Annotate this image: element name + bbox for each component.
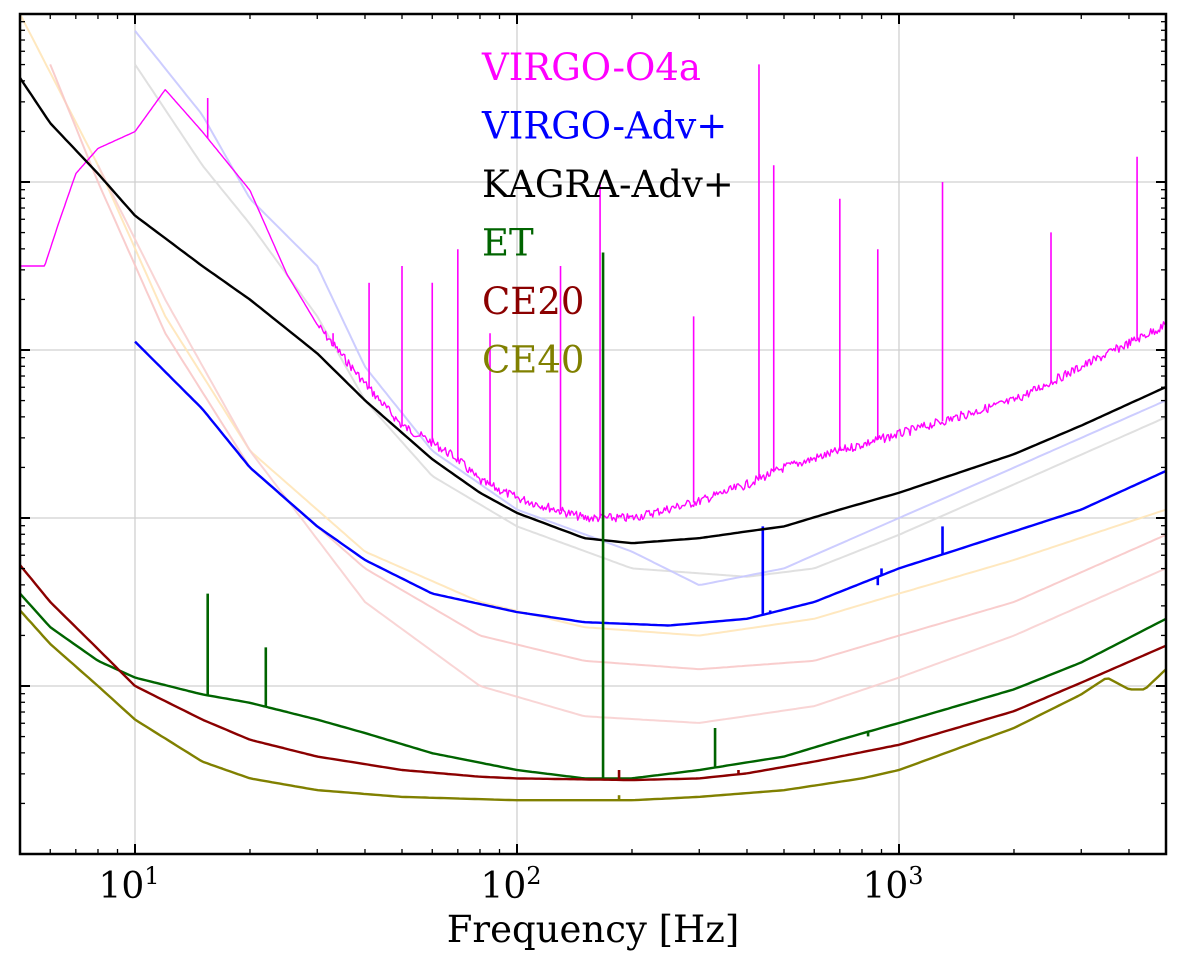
- series-line: [134, 340, 1166, 627]
- background-curve: [49, 64, 1166, 671]
- series-line: [20, 89, 1166, 523]
- series-line: [20, 609, 1166, 802]
- legend: VIRGO-O4a VIRGO-Adv+ KAGRA-Adv+ ET CE20 CE40: [481, 46, 734, 382]
- grid-lines: [20, 14, 1166, 854]
- plot-frame: [18, 12, 1168, 856]
- x-tick-label: 103: [862, 862, 923, 907]
- background-curve: [97, 164, 1166, 724]
- background-curve: [134, 30, 1166, 586]
- x-tick-labels: 101 102 103: [98, 862, 923, 907]
- series-line: [20, 77, 1166, 545]
- legend-entry: ET: [482, 222, 534, 265]
- legend-entry: VIRGO-Adv+: [481, 105, 727, 148]
- x-tick-label: 101: [98, 862, 159, 907]
- series-curves: [20, 64, 1166, 802]
- background-curves: [20, 14, 1166, 724]
- series-line: [20, 564, 1166, 782]
- legend-entry: CE20: [482, 280, 584, 323]
- legend-entry: VIRGO-O4a: [481, 46, 701, 89]
- x-tick-label: 102: [480, 862, 541, 907]
- background-curve: [134, 63, 1166, 578]
- axis-ticks: [19, 13, 1167, 855]
- legend-entry: KAGRA-Adv+: [482, 163, 734, 206]
- background-curve: [20, 14, 1166, 637]
- legend-entry: CE40: [482, 339, 584, 382]
- x-axis-label: Frequency [Hz]: [447, 908, 740, 951]
